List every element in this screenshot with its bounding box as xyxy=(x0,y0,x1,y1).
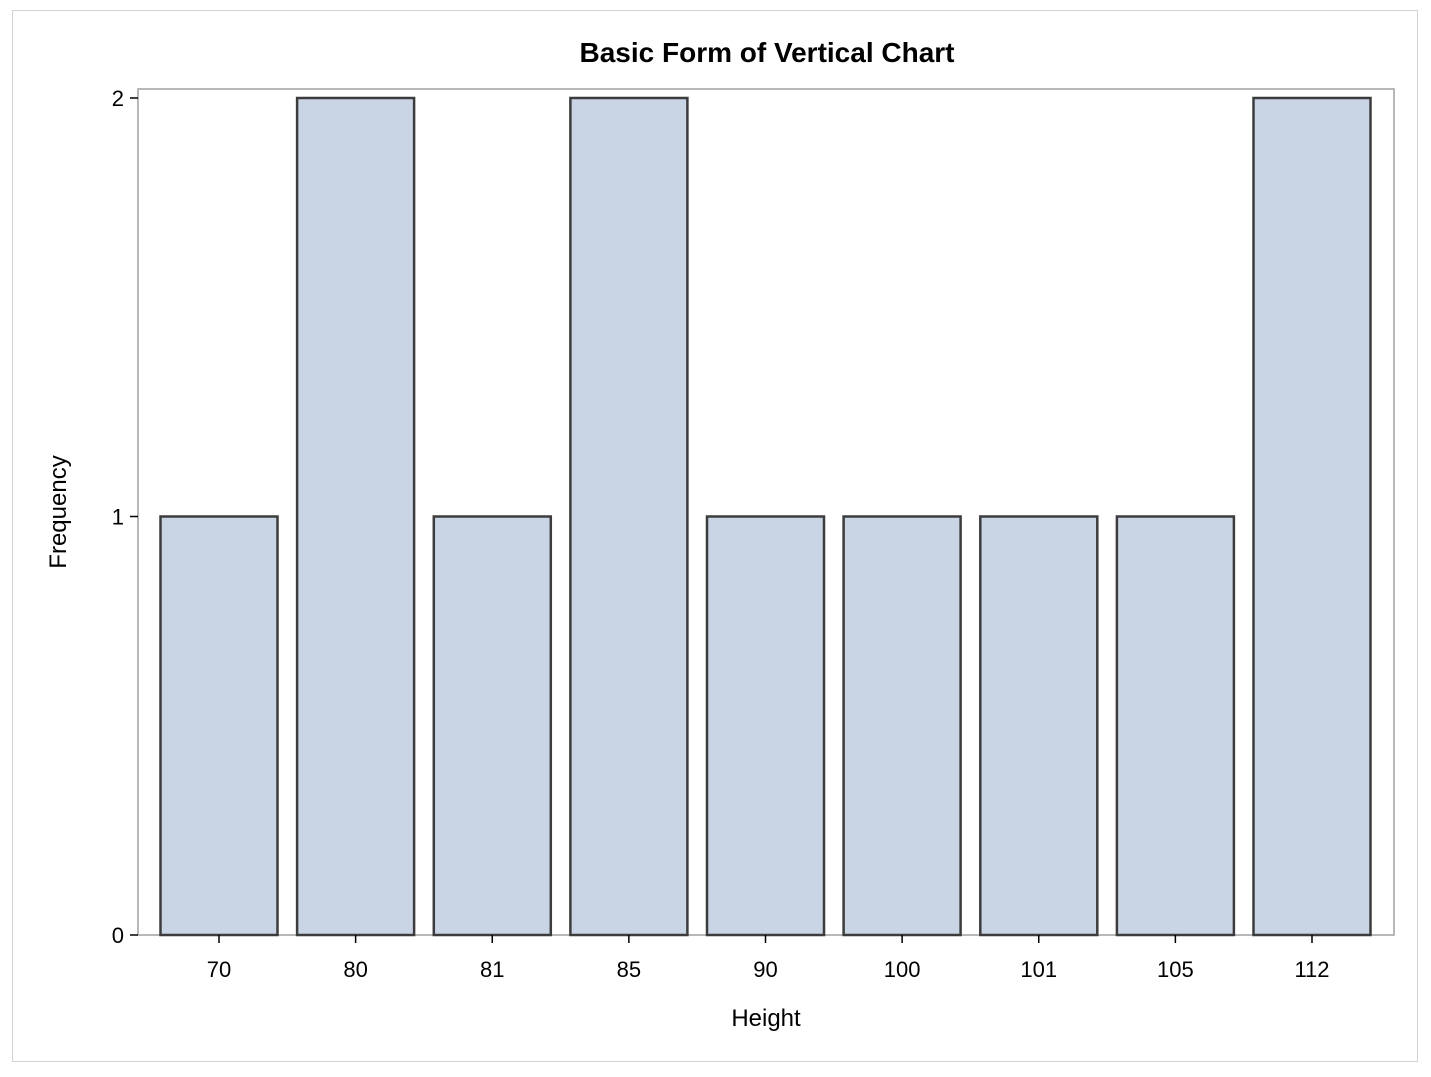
bar-81 xyxy=(432,515,553,937)
x-tick-label: 81 xyxy=(480,957,504,982)
bar-80 xyxy=(295,96,416,937)
x-tick-label: 70 xyxy=(207,957,231,982)
bar-112 xyxy=(1252,96,1372,937)
x-tick-label: 105 xyxy=(1157,957,1194,982)
bar-101 xyxy=(979,515,1099,937)
bar-100 xyxy=(842,515,962,937)
x-axis: 70 80 81 85 90 100 101 105 112 xyxy=(207,935,1330,982)
x-axis-label: Height xyxy=(731,1005,801,1032)
x-tick-label: 101 xyxy=(1020,957,1057,982)
bar-105 xyxy=(1115,515,1236,937)
y-tick-label: 1 xyxy=(112,505,124,530)
bar-90 xyxy=(705,515,826,937)
x-tick-label: 100 xyxy=(884,957,921,982)
y-axis-label: Frequency xyxy=(45,455,72,568)
y-axis: 0 1 2 xyxy=(112,86,138,948)
x-tick-label: 90 xyxy=(753,957,777,982)
x-tick-label: 85 xyxy=(617,957,641,982)
x-tick-label: 112 xyxy=(1294,957,1329,982)
bars-group xyxy=(159,96,1372,937)
bar-70 xyxy=(159,515,279,937)
y-tick-label: 2 xyxy=(112,86,124,111)
x-tick-label: 80 xyxy=(343,957,367,982)
y-tick-label: 0 xyxy=(112,923,124,948)
chart-title: Basic Form of Vertical Chart xyxy=(579,37,954,68)
bar-85 xyxy=(569,96,689,937)
